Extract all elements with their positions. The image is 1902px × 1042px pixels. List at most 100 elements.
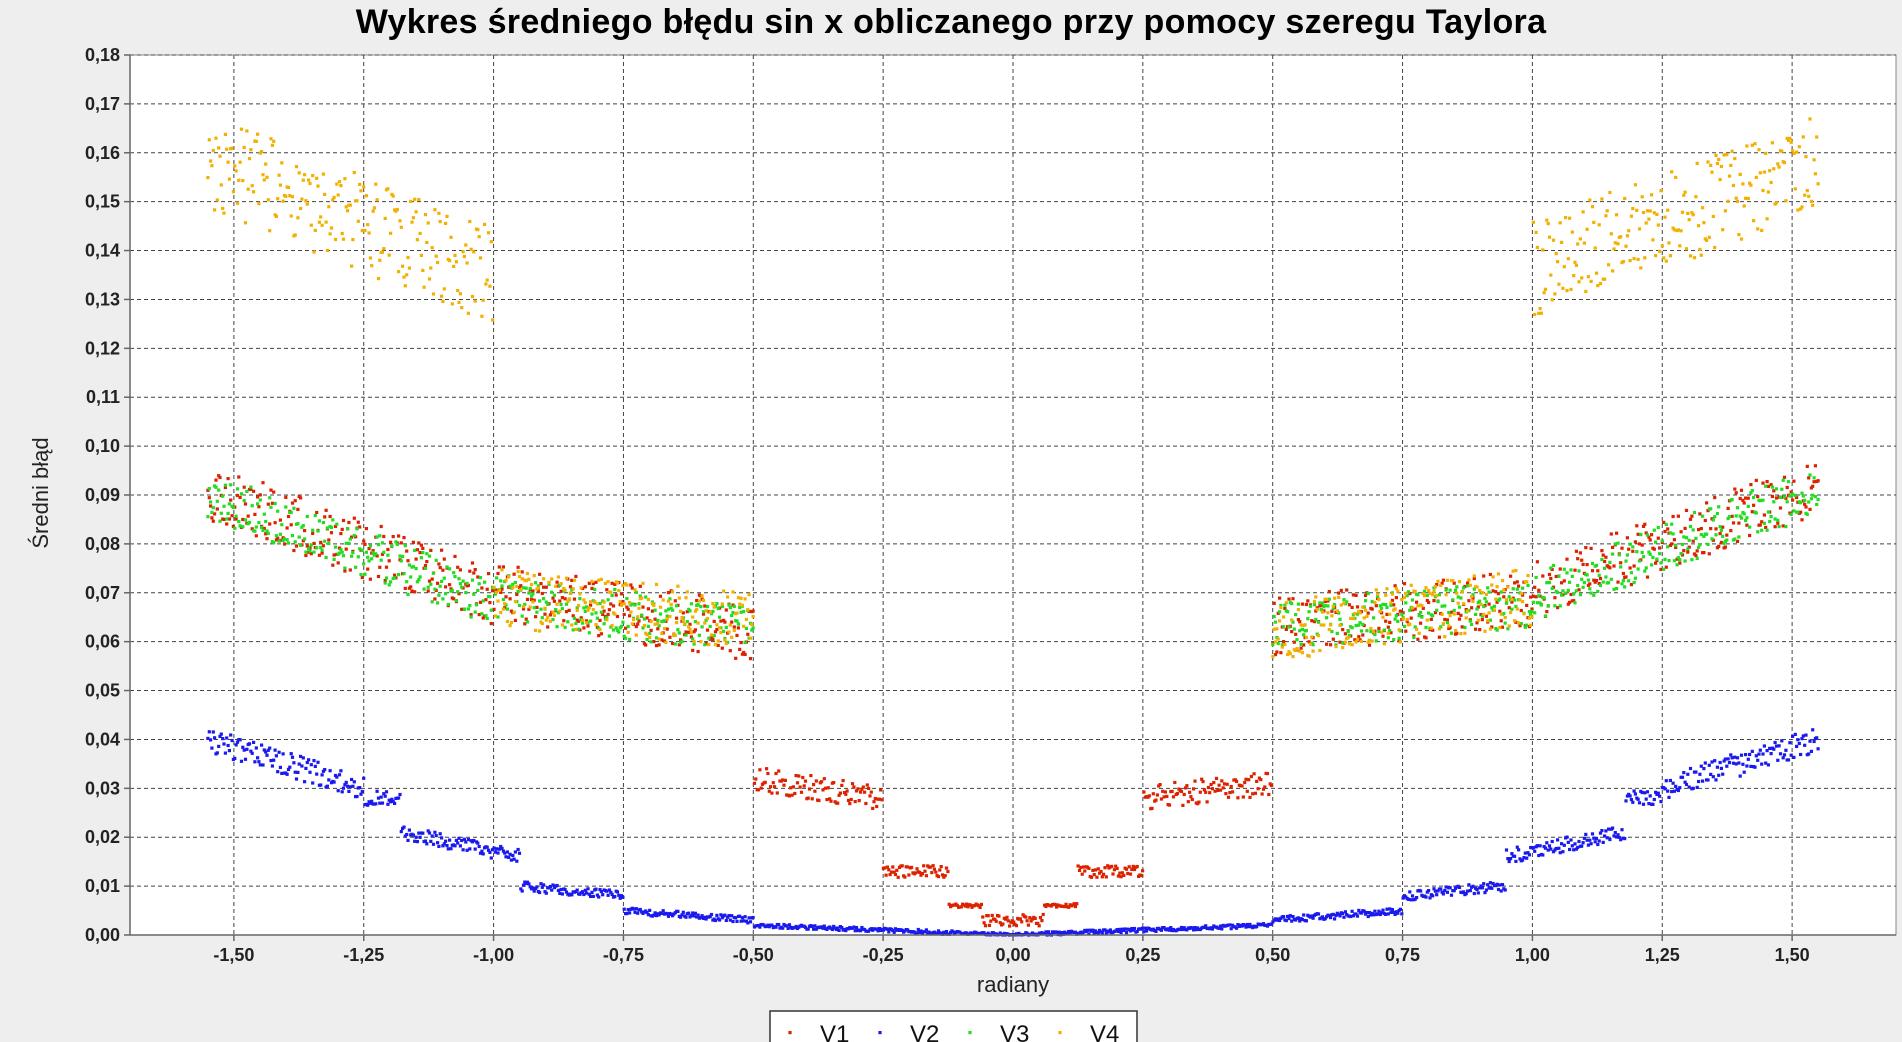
data-point — [305, 544, 309, 548]
data-point — [1711, 775, 1715, 779]
data-point — [1635, 524, 1639, 528]
data-point — [578, 597, 582, 601]
data-point — [1778, 506, 1783, 510]
data-point — [624, 636, 628, 640]
data-point — [304, 553, 308, 558]
data-point — [1290, 919, 1294, 923]
data-point — [769, 785, 773, 789]
data-point — [528, 885, 532, 889]
data-point — [1116, 929, 1120, 934]
data-point — [1001, 922, 1005, 926]
data-point — [1726, 506, 1730, 510]
data-point — [1331, 637, 1335, 641]
data-point — [1561, 850, 1565, 854]
data-point — [1284, 627, 1288, 631]
data-point — [1526, 574, 1530, 578]
data-point — [1748, 181, 1752, 185]
x-tick-label: 1,50 — [1775, 945, 1810, 965]
data-point — [1498, 883, 1502, 887]
data-point — [1535, 601, 1539, 605]
data-point — [331, 518, 335, 522]
data-point — [550, 888, 554, 892]
data-point — [411, 540, 415, 544]
data-point — [1772, 747, 1776, 751]
data-point — [321, 172, 325, 176]
data-point — [797, 774, 801, 778]
data-point — [613, 582, 617, 586]
data-point — [751, 915, 755, 920]
data-point — [1809, 497, 1813, 501]
data-point — [611, 604, 616, 608]
data-point — [1335, 609, 1339, 613]
data-point — [496, 599, 500, 603]
data-point — [1120, 871, 1124, 875]
data-point — [348, 537, 352, 541]
data-point — [1472, 587, 1476, 591]
data-point — [1773, 517, 1777, 521]
data-point — [594, 580, 598, 584]
data-point — [1483, 891, 1487, 895]
data-point — [1647, 535, 1651, 539]
data-point — [1734, 762, 1738, 766]
data-point — [1625, 553, 1629, 557]
data-point — [1572, 848, 1576, 852]
data-point — [1574, 549, 1578, 553]
data-point — [276, 536, 280, 540]
data-point — [1339, 603, 1343, 607]
data-point — [1760, 520, 1764, 524]
data-point — [574, 574, 578, 578]
data-point — [594, 887, 598, 891]
data-point — [629, 583, 633, 587]
data-point — [735, 611, 739, 615]
data-point — [1316, 620, 1321, 624]
data-point — [1770, 141, 1774, 145]
data-point — [1729, 753, 1733, 757]
data-point — [1761, 498, 1765, 502]
data-point — [1643, 256, 1647, 260]
data-point — [1495, 600, 1499, 604]
data-point — [1560, 842, 1564, 846]
data-point — [1402, 595, 1407, 599]
data-point — [1521, 586, 1525, 590]
data-point — [1515, 587, 1519, 591]
y-tick-label: 0,04 — [85, 729, 120, 749]
data-point — [520, 577, 524, 581]
data-point — [1624, 244, 1628, 248]
data-point — [1244, 777, 1248, 781]
data-point — [1099, 869, 1103, 874]
data-point — [595, 893, 599, 897]
data-point — [1525, 623, 1529, 627]
data-point — [312, 759, 316, 763]
data-point — [1366, 611, 1370, 615]
data-point — [509, 620, 513, 625]
data-point — [328, 514, 332, 519]
data-point — [293, 499, 297, 503]
data-point — [740, 603, 744, 607]
data-point — [1155, 793, 1159, 797]
data-point — [1302, 633, 1306, 637]
data-point — [252, 489, 256, 493]
data-point — [1554, 574, 1558, 579]
data-point — [1427, 889, 1431, 893]
data-point — [528, 605, 532, 609]
x-tick-label: 0,50 — [1255, 945, 1290, 965]
data-point — [645, 633, 649, 637]
data-point — [1496, 887, 1501, 892]
data-point — [1624, 799, 1628, 803]
data-point — [1780, 149, 1784, 153]
data-point — [401, 264, 405, 268]
data-point — [983, 924, 988, 928]
data-point — [642, 624, 646, 628]
data-point — [316, 184, 320, 188]
data-point — [704, 917, 708, 921]
data-point — [599, 577, 603, 581]
data-point — [982, 921, 986, 925]
data-point — [1331, 604, 1335, 608]
data-point — [1697, 545, 1701, 549]
data-point — [1363, 608, 1368, 612]
data-point — [1570, 230, 1574, 234]
data-point — [1601, 553, 1605, 557]
data-point — [609, 890, 613, 894]
data-point — [1421, 606, 1425, 610]
data-point — [1436, 600, 1440, 604]
